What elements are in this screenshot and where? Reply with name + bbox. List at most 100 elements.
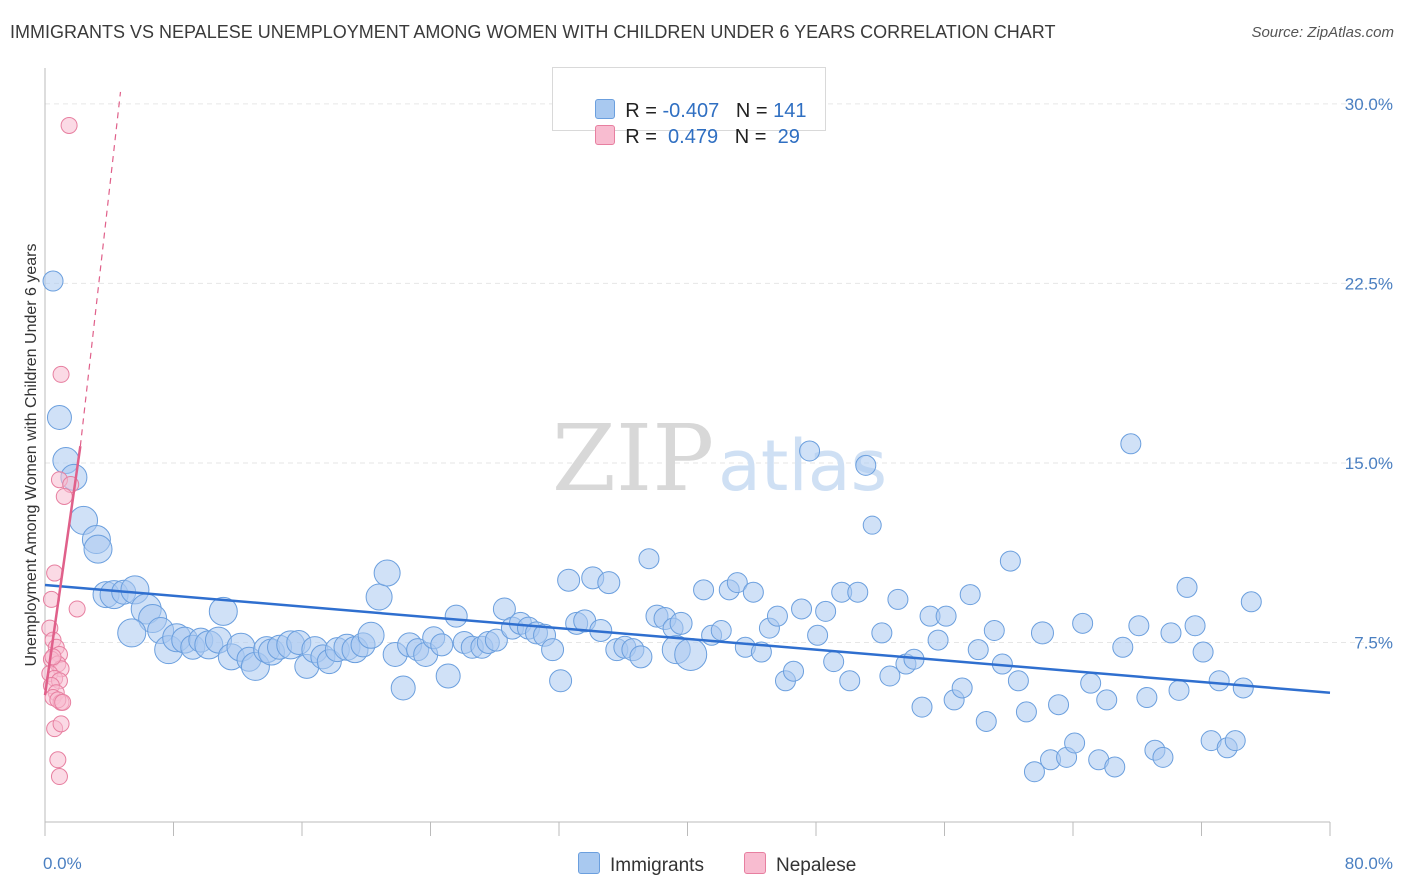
immigrants-point (1176, 576, 1198, 598)
immigrants-point (1224, 730, 1246, 752)
immigrants-point (1080, 672, 1102, 694)
nepalese-point (52, 365, 70, 383)
immigrants-point (815, 600, 837, 622)
immigrants-point (710, 620, 732, 642)
immigrants-point (83, 534, 113, 564)
immigrants-point (674, 637, 708, 671)
immigrants-point (839, 670, 861, 692)
legend-row-immigrants: R = -0.407 N = 141 (573, 76, 807, 122)
immigrants-point (46, 404, 72, 430)
immigrants-point (1072, 612, 1094, 634)
watermark-zip: ZIP (552, 405, 714, 512)
immigrants-point (750, 641, 772, 663)
immigrants-point (927, 629, 949, 651)
immigrants-point (855, 454, 877, 476)
immigrants-point (638, 548, 660, 570)
immigrants-point (847, 581, 869, 603)
nepalese-trend-line (43, 446, 82, 696)
immigrants-legend-swatch (578, 852, 600, 874)
immigrants-point (1152, 746, 1174, 768)
legend-r-value: -0.407 (662, 100, 720, 122)
immigrants-point (807, 624, 829, 646)
immigrants-point (999, 550, 1021, 572)
legend-r-value: 0.479 (662, 126, 719, 148)
nepalese-point (52, 715, 70, 733)
source-credit: Source: ZipAtlas.com (1251, 24, 1394, 41)
immigrants-trend-line (44, 583, 1331, 694)
immigrants-point (1136, 687, 1158, 709)
immigrants-point (975, 710, 997, 732)
legend-n-value: 29 (772, 126, 800, 148)
legend-n-label: N = (734, 126, 773, 148)
immigrants-point (1048, 694, 1070, 716)
immigrants-point (208, 596, 238, 626)
immigrants-point (799, 440, 821, 462)
nepalese-point (44, 648, 62, 666)
immigrants-point (1015, 701, 1037, 723)
nepalese-point (46, 564, 64, 582)
immigrants-point (783, 660, 805, 682)
immigrants-point (1168, 679, 1190, 701)
x-tick-label-1: 80.0% (1345, 854, 1393, 873)
immigrants-point (726, 572, 748, 594)
immigrants-point (42, 270, 64, 292)
y-tick-label-2: 22.5% (1345, 274, 1393, 293)
y-tick-label-0: 7.5% (1354, 633, 1393, 652)
immigrants-point (629, 645, 653, 669)
immigrants-point (390, 675, 416, 701)
immigrants-point (1240, 591, 1262, 613)
immigrants-point (557, 568, 581, 592)
immigrants-point (693, 579, 715, 601)
immigrants-point (1096, 689, 1118, 711)
immigrants-point (365, 583, 393, 611)
immigrants-point (1128, 615, 1150, 637)
x-tick-label-0: 0.0% (43, 854, 82, 873)
immigrants-point (1120, 433, 1142, 455)
immigrants-point (1184, 615, 1206, 637)
y-axis-label: Unemployment Among Women with Children U… (23, 243, 40, 666)
legend-label-nepalese: Nepalese (776, 855, 857, 876)
legend-label-immigrants: Immigrants (610, 855, 704, 876)
immigrants-points (42, 270, 1262, 783)
immigrants-point (967, 639, 989, 661)
immigrants-point (1023, 761, 1045, 783)
immigrants-point (597, 571, 621, 595)
immigrants-point (742, 581, 764, 603)
legend-item-immigrants: Immigrants (578, 852, 704, 877)
chart-title: IMMIGRANTS VS NEPALESE UNEMPLOYMENT AMON… (10, 22, 1056, 42)
immigrants-point (117, 618, 147, 648)
nepalese-point (50, 768, 68, 786)
immigrants-point (862, 515, 882, 535)
immigrants-point (373, 559, 401, 587)
trend-lines (43, 91, 1331, 696)
immigrants-point (1030, 621, 1054, 645)
immigrants-point (484, 628, 508, 652)
immigrants-point (357, 621, 385, 649)
immigrants-point (1232, 677, 1254, 699)
correlation-legend: R = -0.407 N = 141 R = 0.479 N = 29 (552, 67, 826, 148)
immigrants-point (823, 651, 845, 673)
immigrants-point (766, 605, 788, 627)
legend-r-label: R = (625, 100, 663, 122)
nepalese-legend-swatch (744, 852, 766, 874)
immigrants-point (444, 604, 468, 628)
immigrants-point (911, 696, 933, 718)
nepalese-points (41, 116, 86, 786)
immigrants-point (1104, 756, 1126, 778)
immigrants-point (1208, 670, 1230, 692)
legend-r-label: R = (625, 126, 663, 148)
immigrants-point (1160, 622, 1182, 644)
y-tick-label-3: 30.0% (1345, 95, 1393, 114)
immigrants-point (1192, 641, 1214, 663)
grid-lines (45, 103, 1392, 643)
immigrants-swatch (595, 99, 616, 119)
nepalese-swatch (595, 125, 616, 145)
legend-n-value: 141 (773, 100, 807, 122)
immigrants-point (549, 669, 573, 693)
immigrants-point (1112, 636, 1134, 658)
legend-row-nepalese: R = 0.479 N = 29 (573, 102, 800, 148)
y-tick-labels: 7.5% 15.0% 22.5% 30.0% (1345, 95, 1393, 653)
nepalese-point (60, 116, 78, 134)
immigrants-point (791, 598, 813, 620)
